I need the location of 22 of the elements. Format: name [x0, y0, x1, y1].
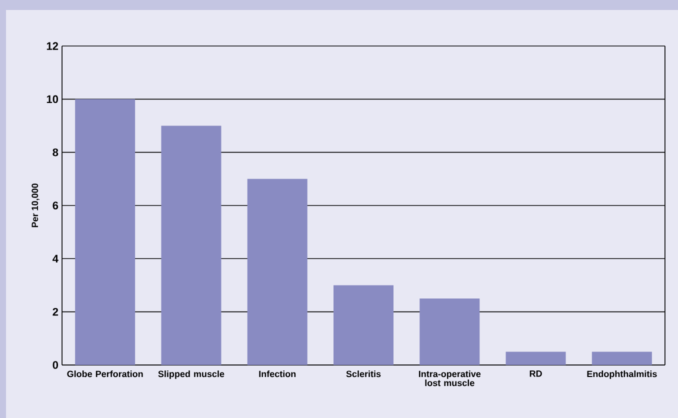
- bar: [420, 298, 480, 365]
- y-tick-label: 12: [46, 42, 58, 50]
- bar: [247, 178, 308, 365]
- x-tick-label: Infection: [259, 370, 296, 378]
- x-tick-label: Endophthalmitis: [587, 370, 657, 379]
- bar: [75, 99, 136, 365]
- y-tick-label: 2: [52, 308, 58, 316]
- x-tick-label: Scleritis: [346, 370, 381, 378]
- y-tick-label: 8: [52, 148, 58, 156]
- x-tick-label: Slipped muscle: [158, 370, 224, 379]
- x-tick-label: Globe Perforation: [67, 370, 143, 378]
- y-axis-title: Per 10,000: [32, 184, 40, 228]
- x-tick-label: Intra-operative lost muscle: [418, 370, 481, 386]
- bar: [592, 352, 652, 365]
- y-tick-label: 10: [46, 95, 58, 104]
- bar: [161, 126, 222, 365]
- y-tick-label: 6: [52, 202, 58, 210]
- y-tick-label: 0: [52, 361, 58, 369]
- y-tick-label: 4: [52, 254, 58, 262]
- x-tick-label: RD: [530, 370, 542, 377]
- bar: [334, 285, 394, 365]
- bar: [506, 352, 566, 365]
